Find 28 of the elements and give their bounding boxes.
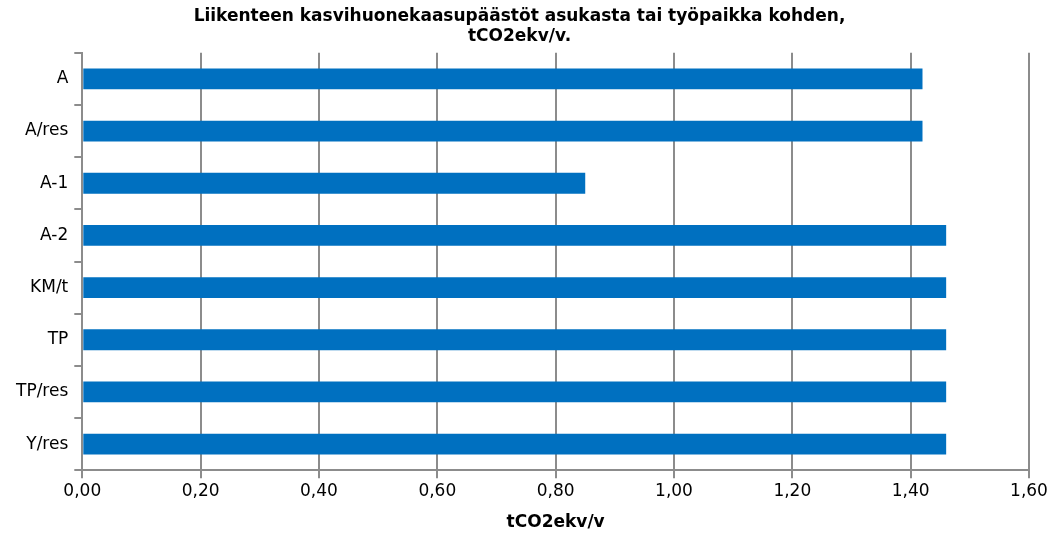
text: Liikenteen kasvihuonekaasupäästöt asukasta tai työpaikka kohden, [193, 4, 846, 25]
bar [83, 172, 586, 194]
x-tick-label: 0,80 [536, 479, 575, 500]
text: tCO2ekv/v. [467, 25, 572, 46]
y-tick-label: Y/res [25, 432, 69, 453]
x-tick-label: 0,40 [300, 479, 338, 500]
y-tick-label: A/res [25, 119, 69, 140]
bar [83, 433, 947, 455]
y-tick-label: A-1 [40, 171, 69, 192]
y-tick-label: A [56, 67, 69, 88]
y-tick-label: TP [46, 328, 69, 349]
x-tick-label: 0,20 [181, 479, 220, 500]
x-axis-title: tCO2ekv/v [506, 511, 605, 532]
bar [83, 68, 923, 90]
bar [83, 120, 923, 142]
bar [83, 224, 947, 246]
x-tick-label: 1,40 [891, 479, 930, 500]
x-tick-label: 0,60 [418, 479, 457, 500]
y-tick-label: TP/res [15, 380, 69, 401]
x-tick-label: 1,00 [655, 479, 693, 500]
bar [83, 277, 947, 299]
x-tick-label: 0,00 [63, 479, 102, 500]
x-tick-label: 1,60 [1010, 479, 1048, 500]
x-tick-label: 1,20 [773, 479, 812, 500]
bar [83, 329, 947, 351]
bar [83, 381, 947, 403]
y-tick-label: KM/t [30, 276, 69, 297]
y-tick-label: A-2 [40, 223, 69, 244]
